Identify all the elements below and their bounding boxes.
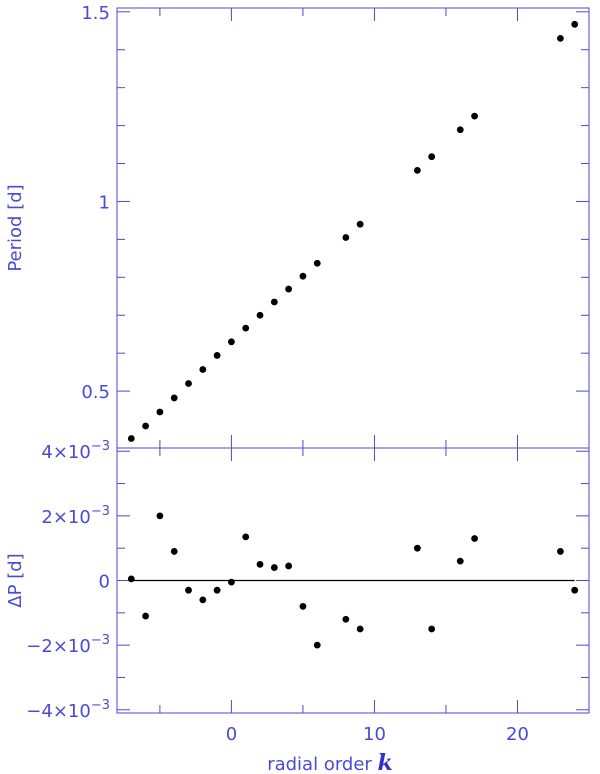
data-point xyxy=(256,560,264,568)
data-point xyxy=(342,234,350,241)
data-point xyxy=(556,548,564,555)
data-point xyxy=(213,586,221,594)
data-point xyxy=(242,324,250,332)
data-point xyxy=(299,602,307,610)
data-point xyxy=(342,615,350,623)
y-tick-label: 2×10−3 xyxy=(41,504,110,528)
data-point xyxy=(428,153,436,161)
data-point xyxy=(228,578,235,586)
data-point xyxy=(471,112,478,120)
x-axis-label: radial order k xyxy=(267,750,393,774)
x-tick-label: 20 xyxy=(506,724,529,745)
data-point xyxy=(242,533,250,541)
data-point xyxy=(285,562,293,570)
x-tick-label: 10 xyxy=(363,724,386,745)
data-point xyxy=(199,366,207,373)
data-point xyxy=(571,20,579,28)
data-point xyxy=(142,612,150,620)
y-tick-label: 1 xyxy=(99,192,110,213)
data-point xyxy=(270,298,278,306)
data-point xyxy=(199,596,207,604)
y-tick-label: 0 xyxy=(99,572,110,593)
data-point xyxy=(127,575,135,583)
data-point xyxy=(413,544,421,552)
y-tick-label: 1.5 xyxy=(81,3,110,24)
data-point xyxy=(156,512,164,520)
data-point xyxy=(170,548,178,555)
data-point xyxy=(185,380,192,387)
data-point xyxy=(313,259,321,267)
data-point xyxy=(185,586,192,594)
data-point xyxy=(356,220,364,228)
data-point xyxy=(256,311,264,319)
y-tick-label: 0.5 xyxy=(81,382,110,403)
data-point xyxy=(156,408,164,416)
residual-panel: 4×10−3 2×10−3 0 −2×10−3 −4×10−3 0 10 20 ΔP [d] ra… xyxy=(5,439,590,774)
data-point xyxy=(456,126,464,134)
y-axis-label: ΔP [d] xyxy=(5,553,26,607)
data-point xyxy=(285,285,293,293)
y-tick-label: −2×10−3 xyxy=(26,633,110,657)
data-point xyxy=(456,557,464,565)
data-point xyxy=(556,34,564,42)
data-point xyxy=(127,435,135,442)
x-tick-label: 0 xyxy=(226,724,237,745)
y-axis-label: Period [d] xyxy=(5,184,26,271)
data-point xyxy=(228,338,235,346)
data-point xyxy=(142,422,150,430)
data-point xyxy=(428,625,436,633)
data-point xyxy=(413,166,421,174)
y-tick-label: −4×10−3 xyxy=(26,698,110,722)
period-panel: 0.5 1 1.5 Period [d] xyxy=(5,3,590,449)
data-point xyxy=(299,272,307,280)
data-point xyxy=(356,625,364,633)
data-point xyxy=(213,352,221,359)
data-point xyxy=(170,394,178,402)
data-point xyxy=(571,586,579,594)
y-tick-label: 4×10−3 xyxy=(41,439,110,463)
data-point xyxy=(270,564,278,571)
data-point xyxy=(313,641,321,649)
data-point xyxy=(471,535,478,542)
